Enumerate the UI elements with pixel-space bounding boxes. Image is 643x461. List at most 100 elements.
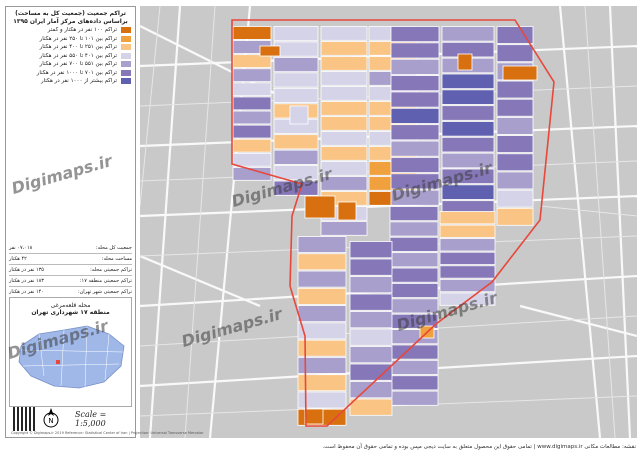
density-block (320, 176, 368, 191)
density-block (439, 265, 496, 279)
stat-label: جمعیت کل محله: (95, 245, 132, 251)
density-block (441, 26, 495, 42)
density-block (389, 359, 439, 375)
legend-swatch (121, 27, 131, 34)
density-block (439, 292, 496, 306)
density-block (320, 146, 368, 161)
map-footer-box: N Scale = 1:5,000 Copyright © Digimaps.i… (9, 405, 204, 437)
density-block (441, 168, 495, 185)
density-block (441, 152, 495, 169)
density-block (297, 374, 347, 392)
density-block (320, 41, 368, 56)
legend-label: تراکم بین ۵۵۱ تا ۷۰۰ نفر در هکتار (39, 61, 117, 68)
stat-value: ۰۷،۰۱۸ نفر (9, 245, 33, 251)
density-block (496, 26, 534, 44)
density-block (439, 211, 496, 225)
density-block (349, 363, 393, 381)
legend-item: تراکم بین ۲۵۱ تا ۴۰۰ نفر در هکتار (10, 43, 131, 52)
density-block (273, 165, 319, 181)
density-block (320, 101, 368, 116)
density-block (389, 221, 439, 237)
legend-swatch (121, 52, 131, 59)
legend-label: تراکم بین ۱۰۱ تا ۲۵۰ نفر در هکتار (39, 35, 117, 42)
stat-value: ۴۲ هکتار (9, 256, 27, 262)
density-block (439, 278, 496, 293)
qr-code-icon[interactable] (13, 407, 37, 431)
density-block (390, 140, 440, 157)
copyright-footer: نقشه: مطالعات مکانی www.digimaps.ir | تم… (322, 444, 636, 450)
density-block (390, 157, 440, 173)
stat-value: ۱۴۰ نفر در هکتار (9, 289, 44, 295)
density-block (390, 58, 440, 75)
density-block (496, 153, 534, 172)
density-block (390, 124, 440, 141)
density-block (232, 138, 272, 153)
density-block (297, 305, 347, 323)
legend-swatch (121, 44, 131, 51)
density-block (496, 80, 534, 99)
density-block (297, 339, 347, 357)
legend-swatch (121, 69, 131, 76)
stat-row: جمعیت کل محله: ۰۷،۰۱۸ نفر (9, 243, 132, 254)
neighborhood-name: محله قلعه‌مرغی (50, 302, 91, 309)
density-block (320, 116, 368, 131)
density-block (439, 251, 496, 265)
density-block (297, 287, 347, 305)
density-block (389, 283, 439, 299)
legend-label: تراکم بین ۴۰۱ تا ۵۵۰ نفر در هکتار (39, 52, 117, 59)
density-block (297, 270, 347, 288)
legend-label: تراکم بین ۲۵۱ تا ۴۰۰ نفر در هکتار (39, 44, 117, 51)
density-block (232, 124, 272, 139)
density-block (320, 161, 368, 176)
density-block (273, 87, 319, 103)
density-block (389, 390, 439, 406)
density-block (273, 134, 319, 150)
neighborhood-boundary (231, 19, 555, 427)
map-area[interactable] (140, 6, 637, 438)
stat-label: مساحت محله: (101, 256, 132, 262)
stat-row: تراکم جمعیتی محله: ۱۳۵ نفر در هکتار (9, 265, 132, 276)
density-block (349, 311, 393, 329)
density-block (496, 44, 534, 63)
stats-table: جمعیت کل محله: ۰۷،۰۱۸ نفر مساحت محله: ۴۲ ه… (9, 243, 132, 298)
neighborhood-marker (56, 360, 60, 364)
density-block (441, 121, 495, 137)
density-block (320, 26, 368, 41)
north-label: N (48, 417, 53, 425)
neighborhood-blocks (232, 26, 538, 426)
density-block (232, 96, 272, 111)
density-block (389, 375, 439, 391)
density-block (297, 391, 347, 409)
density-block (232, 152, 272, 167)
density-block (349, 398, 393, 416)
density-block (502, 65, 538, 81)
density-block (496, 171, 534, 190)
density-block (496, 135, 534, 153)
density-block (390, 173, 440, 190)
density-block (390, 91, 440, 108)
legend-item: تراکم بین ۷۰۱ تا ۱۰۰۰ نفر در هکتار (10, 69, 131, 78)
density-block (441, 89, 495, 105)
stat-value: ۱۳۵ نفر در هکتار (9, 267, 44, 273)
density-block (441, 105, 495, 121)
density-block (273, 26, 319, 42)
density-block (390, 42, 440, 59)
stat-label: تراکم جمعیتی محله: (90, 267, 132, 273)
density-block (389, 252, 439, 268)
legend-title: تراکم جمعیت (جمعیت کل به مساحت) براساس د… (13, 10, 128, 25)
density-block (232, 110, 272, 125)
density-block (496, 117, 534, 135)
legend-item: تراکم ۱۰۰ نفر در هکتار و کمتر (10, 26, 131, 35)
density-block (304, 195, 336, 219)
density-block (232, 167, 272, 181)
density-block (273, 41, 319, 57)
density-block (390, 26, 440, 43)
legend-swatch (121, 35, 131, 42)
density-block (496, 207, 534, 226)
density-block (297, 357, 347, 374)
stat-label: تراکم جمعیتی منطقه ۱۷: (79, 278, 132, 284)
stat-value: ۱۸۳ نفر در هکتار (9, 278, 44, 284)
density-block (389, 236, 439, 252)
legend-item: تراکم بین ۵۵۱ تا ۷۰۰ نفر در هکتار (10, 60, 131, 69)
density-block (232, 26, 272, 40)
